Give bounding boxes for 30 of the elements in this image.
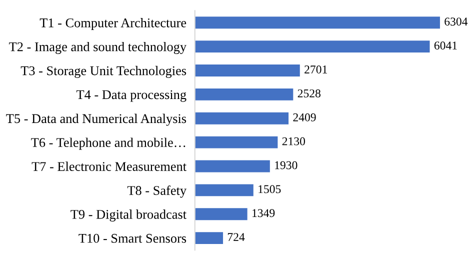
bar: [194, 16, 440, 29]
y-tick-label: T1 - Computer Architecture: [40, 18, 186, 30]
data-label: 6041: [434, 42, 457, 50]
bar: [194, 232, 224, 244]
y-tick-label: T2 - Image and sound technology: [9, 42, 186, 54]
bar: [194, 64, 300, 76]
data-label: 6304: [444, 18, 468, 26]
bar: [194, 40, 430, 53]
bar: [194, 136, 278, 148]
data-label: 1505: [258, 185, 281, 194]
data-label: 1349: [252, 209, 275, 218]
data-label: 2701: [304, 65, 327, 74]
y-tick-label: T10 - Smart Sensors: [78, 234, 186, 243]
y-tick-label: T8 - Safety: [127, 186, 186, 198]
y-tick-label: T4 - Data processing: [76, 90, 186, 102]
data-label: 724: [228, 233, 245, 241]
data-label: 2130: [282, 137, 306, 146]
bar: [194, 160, 270, 172]
bar: [194, 184, 254, 196]
y-tick-label: T6 - Telephone and mobile…: [31, 138, 186, 150]
y-tick-label: T3 - Storage Unit Technologies: [20, 66, 186, 78]
y-tick-label: T7 - Electronic Measurement: [32, 162, 186, 171]
data-label: 2528: [298, 89, 320, 98]
bar: [194, 208, 248, 220]
data-label: 1930: [275, 161, 298, 170]
y-tick-label: T5 - Data and Numerical Analysis: [6, 114, 186, 126]
bar: [194, 112, 289, 124]
bar: [194, 88, 294, 100]
data-label: 2409: [293, 113, 316, 122]
y-tick-label: T9 - Digital broadcast: [70, 210, 186, 222]
